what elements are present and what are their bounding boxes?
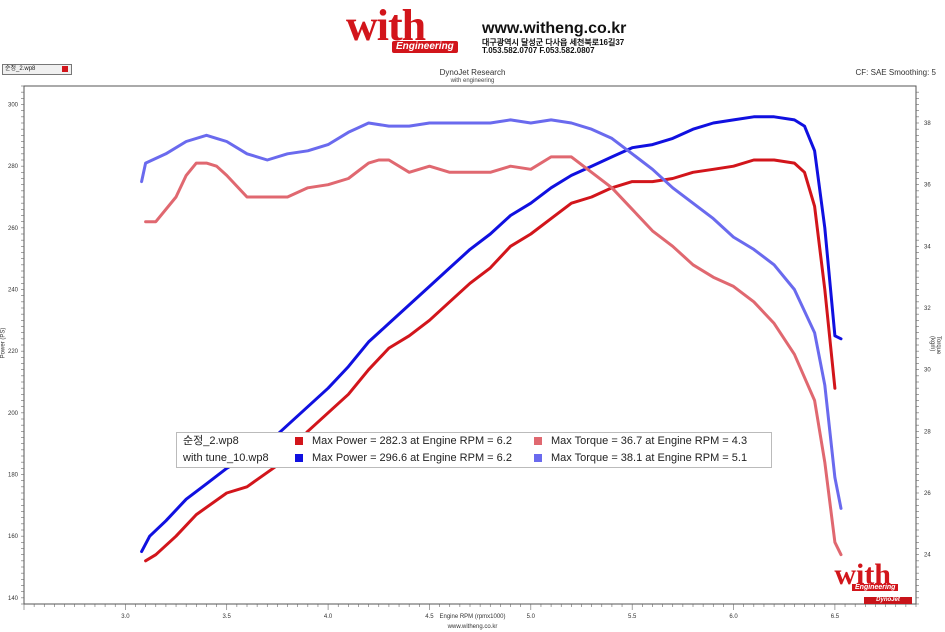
website-url: www.witheng.co.kr [482, 20, 627, 37]
chart-legend: 순정_2.wp8 Max Power = 282.3 at Engine RPM… [176, 432, 772, 468]
chart-subtitle: with engineering [450, 78, 495, 84]
y-right-tick-label: 24 [924, 553, 931, 559]
x-tick-label: 6.5 [831, 614, 840, 620]
legend-max-torque: Max Torque = 38.1 at Engine RPM = 5.1 [551, 452, 748, 464]
run-file-tab-label: 순정_2.wp8 [5, 66, 36, 72]
run-file-color-swatch [62, 66, 68, 72]
phone-text: T.053.582.0707 F.053.582.0807 [482, 46, 595, 55]
y-left-tick-label: 240 [8, 288, 19, 294]
brand-logo-sub: Engineering [392, 41, 458, 53]
x-tick-label: 5.5 [628, 614, 637, 620]
legend-file-name: with tune_10.wp8 [183, 452, 269, 464]
legend-file-name: 순정_2.wp8 [183, 435, 239, 447]
plot-frame [23, 85, 917, 605]
y-left-tick-label: 300 [8, 103, 19, 109]
correction-factor-note: CF: SAE Smoothing: 5 [855, 68, 936, 77]
legend-power-swatch [295, 437, 303, 445]
address-text: 대구광역시 달성군 다사읍 세천북로16길37 [482, 38, 625, 47]
y-right-tick-label: 32 [924, 306, 931, 312]
x-tick-label: 3.5 [223, 614, 232, 620]
brand-logo-bottom-sub: Engineering [852, 584, 899, 591]
torque-curve [140, 118, 843, 510]
footer-url: www.witheng.co.kr [447, 624, 498, 630]
y-left-tick-label: 260 [8, 226, 19, 232]
chart-title: DynoJet Research [439, 68, 506, 77]
y-left-tick-label: 140 [8, 596, 19, 602]
brand-logo: with [346, 1, 426, 50]
run-file-tab[interactable]: 순정_2.wp8 [2, 64, 72, 75]
y-right-tick-label: 28 [924, 429, 931, 435]
x-axis-label: Engine RPM (rpmx1000) [439, 614, 506, 620]
legend-max-torque: Max Torque = 36.7 at Engine RPM = 4.3 [551, 435, 748, 447]
torque-curve [144, 155, 843, 557]
legend-power-swatch [295, 454, 303, 462]
y-left-tick-label: 280 [8, 164, 19, 170]
x-tick-label: 6.0 [729, 614, 738, 620]
y-left-tick-label: 220 [8, 349, 19, 355]
legend-max-power: Max Power = 296.6 at Engine RPM = 6.2 [312, 452, 512, 464]
y-axis-right-label: Torque (kgm) [929, 336, 941, 355]
x-tick-label: 4.5 [425, 614, 434, 620]
y-right-tick-label: 34 [924, 244, 931, 250]
y-right-tick-label: 38 [924, 121, 931, 127]
dynojet-badge: DynoJet [864, 597, 912, 604]
y-axis-left-label: Power (PS) [0, 327, 7, 359]
x-tick-label: 4.0 [324, 614, 333, 620]
legend-max-power: Max Power = 282.3 at Engine RPM = 6.2 [312, 435, 512, 447]
y-right-tick-label: 30 [924, 368, 931, 374]
y-right-tick-label: 26 [924, 491, 931, 497]
y-left-tick-label: 180 [8, 473, 19, 479]
x-tick-label: 3.0 [121, 614, 130, 620]
legend-torque-swatch [534, 454, 542, 462]
y-right-tick-label: 36 [924, 183, 931, 189]
power-curve [144, 158, 837, 563]
x-tick-label: 5.0 [527, 614, 536, 620]
legend-torque-swatch [534, 437, 542, 445]
y-left-tick-label: 160 [8, 534, 19, 540]
y-left-tick-label: 200 [8, 411, 19, 417]
